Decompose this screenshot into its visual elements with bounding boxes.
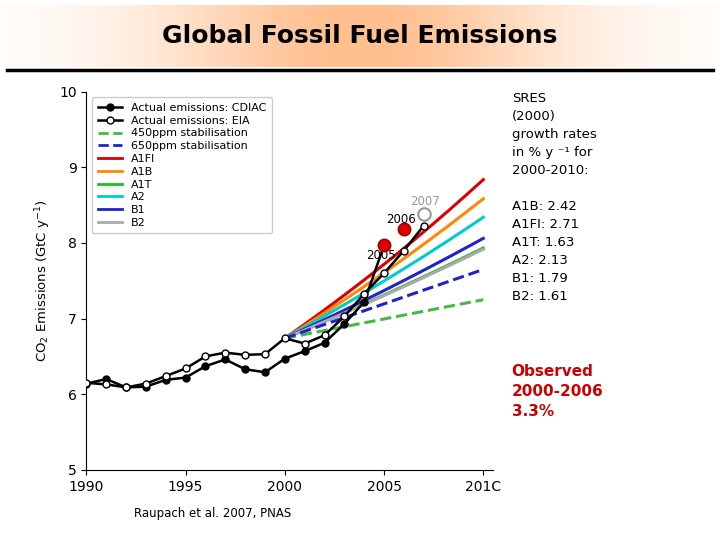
Text: 2005: 2005 [366, 249, 396, 262]
Text: Raupach et al. 2007, PNAS: Raupach et al. 2007, PNAS [134, 507, 291, 519]
Text: Observed
2000-2006
3.3%: Observed 2000-2006 3.3% [512, 364, 603, 418]
Text: Global Fossil Fuel Emissions: Global Fossil Fuel Emissions [162, 24, 558, 49]
Text: 2007: 2007 [410, 195, 440, 208]
Text: 2006: 2006 [386, 213, 415, 226]
Legend: Actual emissions: CDIAC, Actual emissions: EIA, 450ppm stabilisation, 650ppm sta: Actual emissions: CDIAC, Actual emission… [92, 97, 271, 233]
Text: SRES
(2000)
growth rates
in % y ⁻¹ for
2000-2010:

A1B: 2.42
A1FI: 2.71
A1T: 1.6: SRES (2000) growth rates in % y ⁻¹ for 2… [512, 92, 596, 303]
Y-axis label: CO$_2$ Emissions (GtC y$^{-1}$): CO$_2$ Emissions (GtC y$^{-1}$) [34, 200, 53, 362]
